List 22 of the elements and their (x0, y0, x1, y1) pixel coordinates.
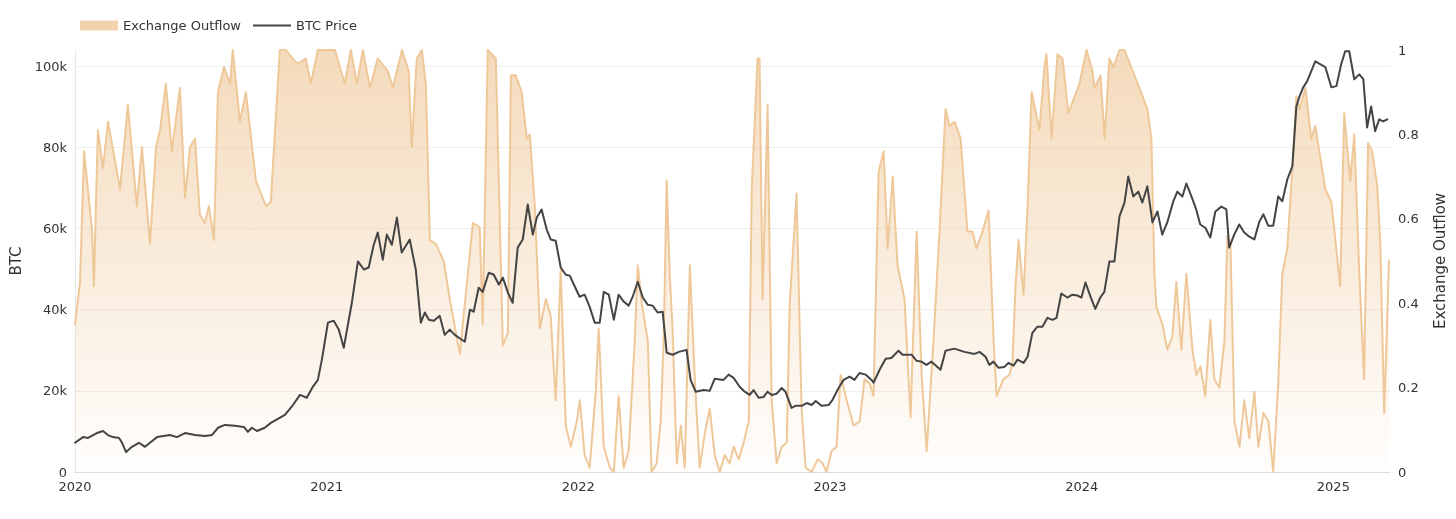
y-tick-label: 80k (42, 139, 68, 155)
x-tick-label: 2024 (1065, 479, 1099, 494)
y2-tick-label: 0.2 (1398, 380, 1419, 396)
y2-axis-title: Exchange Outflow (1430, 192, 1449, 330)
y-tick-label: 20k (42, 383, 68, 399)
legend-label: BTC Price (296, 18, 358, 33)
x-tick-label: 2022 (561, 479, 595, 494)
y2-tick-label: 0 (1398, 464, 1407, 480)
x-tick-label: 2020 (58, 479, 92, 494)
y-tick-label: 60k (42, 221, 68, 237)
y-tick-label: 40k (42, 302, 68, 318)
y2-tick-label: 1 (1398, 42, 1407, 58)
y2-tick-label: 0.6 (1398, 211, 1419, 227)
legend-label: Exchange Outflow (123, 18, 242, 33)
y2-tick-label: 0.4 (1398, 295, 1419, 311)
x-tick-label: 2021 (310, 479, 344, 494)
y-tick-label: 100k (34, 58, 68, 74)
x-tick-label: 2023 (813, 479, 847, 494)
y-axis-title: BTC (7, 246, 26, 276)
y2-tick-label: 0.8 (1398, 126, 1419, 142)
x-tick-label: 2025 (1316, 479, 1350, 494)
y-tick-label: 0 (58, 464, 67, 480)
